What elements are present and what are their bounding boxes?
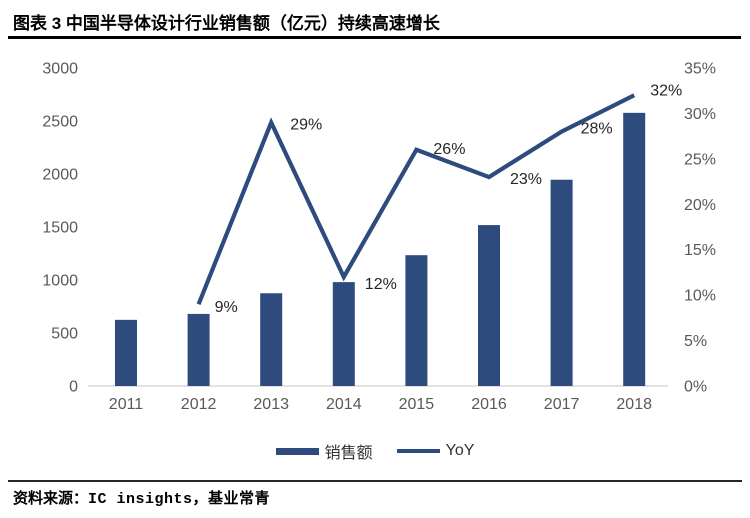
- left-axis-tick-label: 1000: [42, 273, 78, 290]
- right-axis-tick-label: 25%: [684, 151, 716, 168]
- legend-item-sales: 销售额: [275, 439, 373, 463]
- bar-2018: [623, 112, 646, 386]
- yoy-point-label: 23%: [510, 171, 542, 188]
- left-axis-tick-label: 1500: [42, 220, 78, 237]
- x-axis-category-label: 2011: [109, 396, 144, 413]
- left-axis-tick-label: 2000: [42, 167, 78, 184]
- legend-item-yoy: YoY: [396, 442, 475, 460]
- legend-label-yoy: YoY: [445, 442, 475, 459]
- x-axis-category-label: 2016: [471, 396, 507, 413]
- bar-2015: [405, 255, 428, 386]
- source-label: 资料来源：: [13, 490, 89, 507]
- left-axis-tick-label: 0: [69, 379, 78, 396]
- bar-2013: [260, 293, 283, 386]
- left-axis-tick-label: 500: [51, 326, 78, 343]
- yoy-point-label: 26%: [433, 141, 465, 158]
- right-axis-tick-label: 10%: [684, 288, 716, 305]
- bar-2017: [550, 179, 573, 386]
- yoy-point-label: 28%: [581, 121, 613, 138]
- right-axis-tick-label: 30%: [684, 106, 716, 123]
- title-underline: [8, 36, 741, 39]
- legend-label-sales: 销售额: [324, 445, 373, 462]
- bar-2014: [332, 282, 355, 386]
- yoy-point-label: 12%: [365, 276, 397, 293]
- right-axis-tick-label: 0%: [684, 379, 707, 396]
- left-axis-tick-label: 3000: [42, 61, 78, 78]
- right-axis-tick-label: 20%: [684, 197, 716, 214]
- yoy-line: [196, 93, 636, 306]
- bar-2011: [115, 319, 137, 386]
- yoy-point-label: 9%: [215, 299, 238, 316]
- bar-2012: [187, 313, 210, 386]
- yoy-point-label: 29%: [290, 117, 322, 134]
- x-axis-category-label: 2014: [326, 396, 362, 413]
- x-axis-category-label: 2012: [181, 396, 217, 413]
- right-axis-tick-label: 5%: [684, 333, 707, 350]
- right-axis-tick-label: 15%: [684, 242, 716, 259]
- source-text: IC insights，基业常青: [88, 491, 271, 508]
- footer-separator: [8, 480, 742, 482]
- source-note: 资料来源：IC insights，基业常青: [13, 487, 270, 508]
- x-axis-category-label: 2017: [544, 396, 580, 413]
- yoy-point-label: 32%: [650, 82, 682, 99]
- left-axis-tick-label: 2500: [42, 114, 78, 131]
- x-axis-category-label: 2013: [253, 396, 289, 413]
- x-axis-category-label: 2015: [399, 396, 435, 413]
- x-axis-category-label: 2018: [616, 396, 652, 413]
- chart-legend: 销售额 YoY: [0, 439, 750, 463]
- bar-2016: [478, 225, 500, 386]
- chart-svg: 0 500 1000 1500 2000 2500 3000 0% 5% 10% 15% 20% 25%…: [42, 61, 716, 414]
- right-axis-tick-label: 35%: [684, 61, 716, 78]
- yoy-line-swatch: [396, 449, 440, 453]
- chart-title: 图表 3 中国半导体设计行业销售额（亿元）持续高速增长: [13, 14, 440, 33]
- sales-bar-swatch: [275, 447, 319, 455]
